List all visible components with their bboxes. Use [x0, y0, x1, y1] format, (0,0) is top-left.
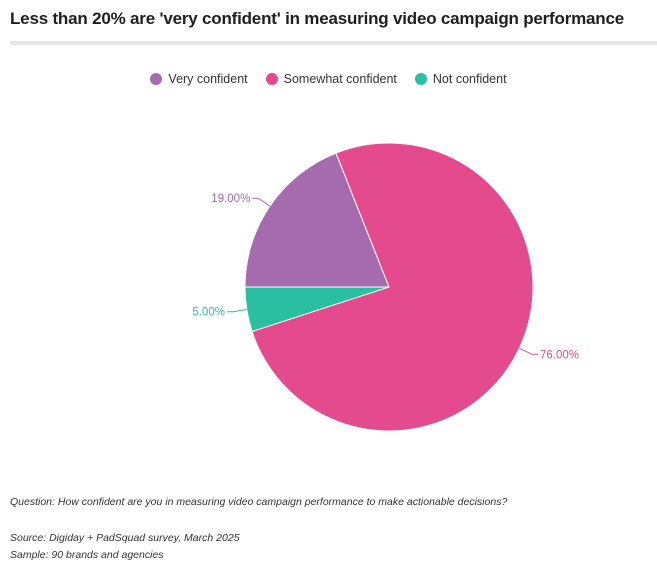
- pie-slice-not-confident[interactable]: [244, 286, 390, 333]
- legend-swatch-not-confident: [414, 73, 427, 85]
- data-label-very-confident: 19.00%: [211, 193, 250, 205]
- chart-title: Less than 20% are 'very confident' in me…: [10, 9, 624, 28]
- legend-item-not-confident[interactable]: Not confident: [414, 72, 507, 86]
- chart-legend: Very confident Somewhat confident Not co…: [0, 72, 657, 86]
- legend-swatch-very-confident: [150, 73, 163, 85]
- footer-source: Source: Digiday + PadSquad survey, March…: [10, 532, 240, 544]
- legend-label-not-confident: Not confident: [432, 72, 507, 86]
- legend-item-very-confident[interactable]: Very confident: [150, 72, 248, 86]
- pie-slice-somewhat-confident[interactable]: [251, 142, 534, 432]
- legend-item-somewhat-confident[interactable]: Somewhat confident: [265, 72, 397, 86]
- leader-line-not-confident: [226, 309, 247, 313]
- footer-question: Question: How confident are you in measu…: [10, 496, 508, 508]
- title-divider: [10, 41, 657, 45]
- legend-swatch-somewhat-confident: [265, 73, 278, 85]
- data-label-somewhat-confident: 76.00%: [540, 349, 579, 361]
- leader-line-very-confident: [252, 197, 271, 207]
- legend-label-somewhat-confident: Somewhat confident: [283, 72, 397, 86]
- data-label-not-confident: 5.00%: [192, 307, 225, 319]
- legend-label-very-confident: Very confident: [168, 72, 248, 86]
- leader-line-somewhat-confident: [519, 347, 538, 355]
- pie-labels: 19.00% 76.00% 5.00%: [192, 193, 579, 361]
- footer-sample: Sample: 90 brands and agencies: [10, 549, 164, 561]
- pie-slices: [244, 142, 534, 432]
